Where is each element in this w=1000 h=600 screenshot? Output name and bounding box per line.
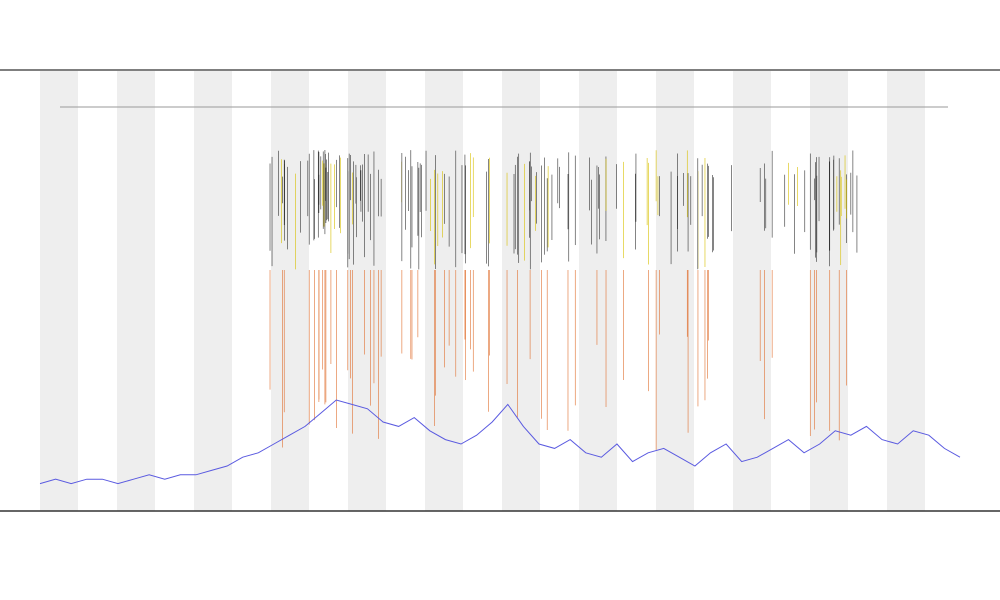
band [117,71,155,511]
band [425,71,463,511]
event-ticks [269,150,858,450]
band [40,71,78,511]
band [502,71,540,511]
band [194,71,232,511]
band [348,71,386,511]
band [579,71,617,511]
series-line [39,399,961,485]
background-bands [40,71,925,511]
band [887,71,925,511]
band [733,71,771,511]
band [271,71,309,511]
band [656,71,694,511]
band [810,71,848,511]
